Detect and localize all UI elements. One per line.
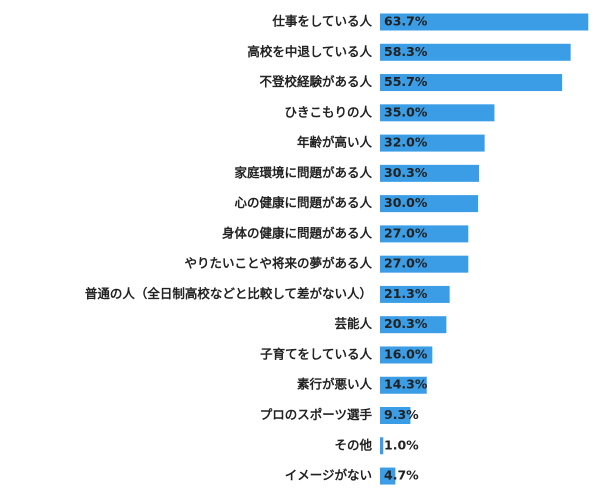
value-label: 30.0% [384, 195, 428, 210]
bar [380, 467, 396, 485]
value-label: 55.7% [384, 74, 428, 89]
category-label: プロのスポーツ選手 [260, 407, 373, 422]
value-label: 4.7% [384, 468, 419, 483]
category-label: ひきこもりの人 [284, 104, 372, 119]
category-label: 高校を中退している人 [247, 44, 372, 59]
value-label: 16.0% [384, 346, 428, 361]
value-label: 14.3% [384, 377, 428, 392]
bar [380, 225, 469, 243]
category-label: 身体の健康に問題がある人 [222, 225, 373, 240]
category-label: その他 [334, 437, 372, 452]
bar [380, 316, 447, 334]
category-label: 芸能人 [334, 316, 372, 331]
value-label: 1.0% [384, 437, 419, 452]
category-label: 素行が悪い人 [297, 377, 373, 392]
value-label: 27.0% [384, 256, 428, 271]
bar [380, 255, 469, 273]
category-label: 普通の人（全日制高校などと比較して差がない人） [85, 286, 372, 301]
value-label: 21.3% [384, 286, 428, 301]
bar [380, 74, 563, 92]
value-label: 32.0% [384, 135, 428, 150]
bar [380, 13, 589, 31]
category-label: 仕事をしている人 [271, 14, 372, 29]
bar [380, 437, 384, 455]
value-label: 63.7% [384, 14, 428, 29]
value-label: 30.3% [384, 165, 428, 180]
bar [380, 104, 495, 122]
category-label: イメージがない [285, 468, 372, 483]
bar [380, 407, 411, 425]
category-label: 年齢が高い人 [297, 135, 373, 150]
value-label: 58.3% [384, 44, 428, 59]
bar [380, 43, 571, 61]
value-label: 20.3% [384, 316, 428, 331]
value-label: 9.3% [384, 407, 419, 422]
category-label: 不登校経験がある人 [259, 74, 372, 89]
bar [380, 164, 480, 182]
category-label: 家庭環境に問題がある人 [234, 165, 372, 180]
bar [380, 346, 433, 364]
bar [380, 376, 427, 394]
value-label: 27.0% [384, 225, 428, 240]
category-label: やりたいことや将来の夢がある人 [184, 256, 372, 271]
bar [380, 134, 485, 152]
bar [380, 285, 450, 303]
value-label: 35.0% [384, 104, 428, 119]
category-label: 心の健康に問題がある人 [234, 195, 372, 210]
category-label: 子育てをしている人 [260, 346, 372, 361]
bar [380, 195, 479, 213]
